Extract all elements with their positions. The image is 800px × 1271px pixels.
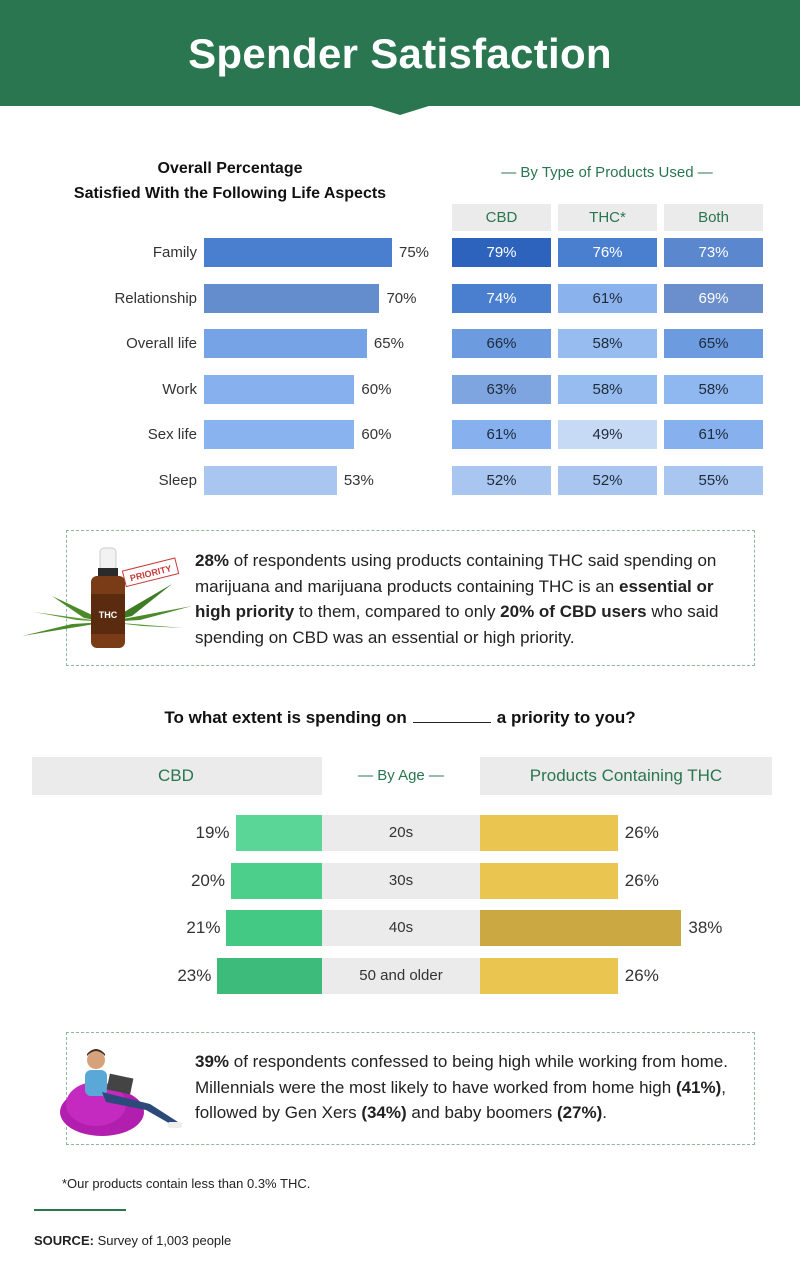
heatmap-cell: 52% <box>558 466 657 495</box>
thc-value-label: 26% <box>624 870 659 890</box>
cbd-bar <box>235 815 322 851</box>
thc-value-label: 26% <box>624 823 659 842</box>
cbd-bar <box>226 910 322 946</box>
heatmap-cell: 52% <box>452 466 551 495</box>
age-label: 40s <box>322 910 480 946</box>
satisfaction-value-label: 75% <box>399 244 430 261</box>
question-blank <box>412 709 491 723</box>
heatmap-cell: 69% <box>664 283 763 313</box>
satisfaction-bar <box>204 374 355 404</box>
row-label: Work <box>162 380 197 398</box>
heatmap-cell: 66% <box>452 329 551 359</box>
heatmap-cell: 79% <box>452 238 551 267</box>
row-label: Sex life <box>147 426 197 444</box>
source-line: SOURCE: Survey of 1,003 people <box>34 1233 232 1248</box>
row-label: Relationship <box>114 289 197 307</box>
row-label: Overall life <box>126 335 197 353</box>
cbd-bar <box>231 862 322 899</box>
by-age-label: — By Age — <box>358 767 444 784</box>
row-label: Family <box>152 244 197 261</box>
work-high-callout <box>66 1032 755 1145</box>
cbd-value-label: 23% <box>177 965 212 985</box>
cbd-value-label: 20% <box>190 870 225 890</box>
thc-bar <box>480 910 682 946</box>
heatmap-cell: 61% <box>558 283 657 313</box>
satisfaction-bar <box>204 329 367 359</box>
age-label: 20s <box>322 815 480 851</box>
by-type-label: — By Type of Products Used — <box>501 164 713 181</box>
col-head-thc: THC* <box>558 204 657 231</box>
heatmap-cell: 58% <box>664 374 763 404</box>
heatmap-cell: 63% <box>452 374 551 404</box>
col-head-both: Both <box>664 204 763 231</box>
thc-value-label: 26% <box>624 965 659 985</box>
thc-bar <box>480 815 618 851</box>
satisfaction-value-label: 60% <box>361 426 392 444</box>
thc-value-label: 38% <box>688 918 723 937</box>
person-beanbag-illustration <box>60 1049 182 1136</box>
age-label: 30s <box>322 862 480 899</box>
header-banner: Spender Satisfaction <box>0 0 800 106</box>
satisfaction-bar <box>204 420 355 450</box>
heatmap-cell: 58% <box>558 374 657 404</box>
heatmap-cell: 76% <box>558 238 657 267</box>
thc-bottle-illustration: THC PRIORITY <box>22 547 192 648</box>
heatmap-cell: 65% <box>664 329 763 359</box>
satisfaction-value-label: 65% <box>373 335 404 353</box>
satisfaction-bar <box>204 238 392 267</box>
person-laptop-icon <box>60 1049 182 1136</box>
heatmap-cell: 55% <box>664 466 763 495</box>
chart1-title-line1: Overall Percentage <box>157 160 303 177</box>
thc-priority-callout <box>66 530 755 666</box>
cbd-value-label: 19% <box>195 823 230 842</box>
priority-question-title: To what extent is spending on a priority … <box>164 708 636 727</box>
thc-priority-text: 28% of respondents using products contai… <box>195 551 719 647</box>
cbd-header: CBD <box>32 757 322 795</box>
heatmap-cell: 73% <box>664 238 763 267</box>
footnote: *Our products contain less than 0.3% THC… <box>62 1176 311 1191</box>
heatmap-cell: 61% <box>664 420 763 450</box>
thc-bar <box>480 957 618 994</box>
thc-bar <box>480 862 618 899</box>
row-label: Sleep <box>158 472 197 489</box>
heatmap-cell: 58% <box>558 329 657 359</box>
satisfaction-value-label: 60% <box>361 380 392 398</box>
source-divider <box>34 1209 126 1211</box>
work-high-text: 39% of respondents confessed to being hi… <box>195 1052 728 1122</box>
cbd-value-label: 21% <box>186 918 221 937</box>
age-label: 50 and older <box>322 957 480 994</box>
cbd-bar <box>217 957 322 994</box>
col-head-cbd: CBD <box>452 204 551 231</box>
satisfaction-value-label: 70% <box>386 289 417 307</box>
page-title: Spender Satisfaction <box>188 30 612 77</box>
satisfaction-bar <box>204 283 380 313</box>
svg-text:THC: THC <box>99 610 118 620</box>
thc-header: Products Containing THC <box>480 757 772 795</box>
heatmap-cell: 49% <box>558 420 657 450</box>
heatmap-cell: 74% <box>452 283 551 313</box>
chart1-title-line2: Satisfied With the Following Life Aspect… <box>73 185 387 202</box>
satisfaction-bar <box>204 466 337 495</box>
header-notch <box>368 105 432 115</box>
heatmap-cell: 61% <box>452 420 551 450</box>
satisfaction-value-label: 53% <box>343 472 374 489</box>
